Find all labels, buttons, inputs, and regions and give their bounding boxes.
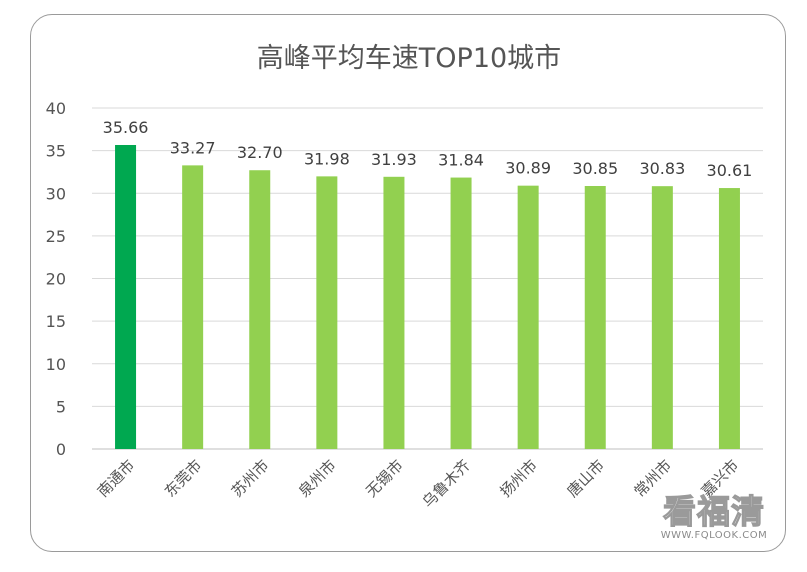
data-label: 31.84	[438, 151, 484, 170]
bar	[316, 176, 338, 450]
x-tick-label: 无锡市	[362, 456, 407, 501]
watermark-url: WWW.FQLOOK.COM	[660, 530, 768, 541]
y-tick-label: 30	[46, 184, 66, 203]
watermark-logo-text: 看福清	[662, 492, 765, 531]
bar	[182, 165, 204, 450]
x-tick-label: 东莞市	[161, 456, 206, 501]
data-label: 31.98	[304, 149, 350, 168]
chart-title: 高峰平均车速TOP10城市	[257, 43, 561, 74]
y-tick-label: 10	[46, 355, 66, 374]
data-label: 35.66	[103, 118, 149, 137]
y-tick-label: 5	[56, 397, 66, 416]
y-tick-label: 20	[46, 270, 66, 289]
y-tick-label: 0	[56, 440, 66, 459]
bar	[651, 186, 673, 449]
data-label: 30.89	[505, 159, 551, 178]
data-label: 30.61	[707, 161, 753, 180]
x-tick-label: 南通市	[94, 456, 139, 501]
x-tick-label: 苏州市	[228, 456, 273, 501]
bar	[718, 188, 740, 449]
watermark: 看福清 WWW.FQLOOK.COM	[640, 492, 788, 541]
bar	[115, 144, 137, 449]
bar	[517, 185, 539, 449]
data-label: 32.70	[237, 143, 283, 162]
data-label: 30.85	[572, 159, 618, 178]
y-tick-label: 25	[46, 227, 66, 246]
data-label: 30.83	[639, 159, 685, 178]
x-tick-label: 扬州市	[496, 456, 541, 501]
y-tick-label: 35	[46, 142, 66, 161]
bar	[249, 170, 271, 450]
bar	[383, 176, 405, 449]
y-tick-label: 40	[46, 99, 66, 118]
x-tick-label: 唐山市	[564, 456, 609, 501]
data-label: 31.93	[371, 150, 417, 169]
x-tick-label: 乌鲁木齐	[419, 456, 474, 511]
bar	[450, 177, 472, 449]
data-label: 33.27	[170, 138, 216, 157]
bar	[584, 186, 606, 449]
x-tick-label: 泉州市	[295, 456, 340, 501]
y-tick-label: 15	[46, 312, 66, 331]
